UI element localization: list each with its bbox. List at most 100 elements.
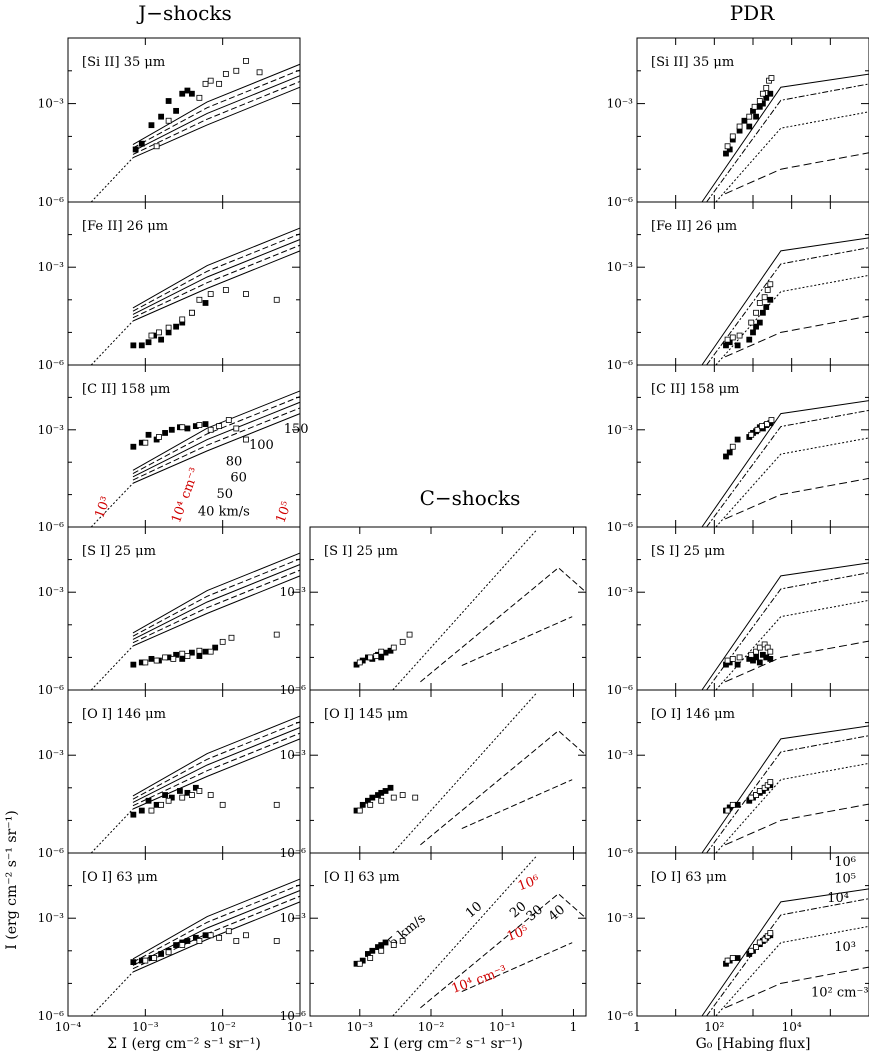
model-curve — [706, 83, 869, 203]
data-point — [736, 654, 743, 661]
series-open — [724, 281, 774, 343]
x-axis-label-middle: Σ I (erg cm⁻² s⁻¹ sr⁻¹) — [369, 1036, 523, 1052]
data-point — [225, 928, 232, 935]
data-point — [746, 113, 753, 120]
data-point — [756, 788, 763, 794]
data-point — [222, 287, 229, 293]
series-open — [142, 631, 280, 666]
model-grid — [701, 237, 869, 366]
data-point — [179, 424, 186, 431]
data-point — [188, 309, 195, 316]
panel-pdr-5: 10⁻⁶ 10⁻³ [O I] 146 μm — [607, 689, 869, 860]
model-curve — [132, 878, 301, 960]
model-curve — [132, 569, 301, 644]
data-point — [756, 319, 763, 326]
data-point — [130, 443, 137, 450]
y-tick-label: 10⁻⁶ — [280, 1009, 307, 1023]
panel-title: [S I] 25 μm — [82, 544, 156, 559]
series-open — [142, 417, 249, 446]
data-point — [222, 71, 229, 77]
data-point — [170, 655, 177, 662]
data-point — [390, 942, 397, 948]
data-point — [188, 90, 195, 97]
data-point — [196, 296, 203, 303]
data-point — [387, 784, 394, 791]
series-filled — [130, 932, 209, 966]
model-curve — [715, 274, 869, 366]
data-point — [763, 85, 770, 91]
panel-title: [Si II] 35 μm — [82, 55, 165, 70]
y-tick-label: 10⁻³ — [607, 585, 634, 599]
data-point — [756, 98, 763, 104]
model-curve — [132, 396, 301, 474]
model-curve — [715, 925, 869, 1017]
model-curve — [132, 244, 301, 319]
model-curve — [132, 738, 301, 810]
data-point — [184, 425, 191, 432]
data-point — [207, 792, 214, 798]
model-curve — [132, 239, 301, 315]
y-tick-label: 10⁻³ — [280, 585, 307, 599]
data-point — [207, 648, 214, 655]
model-curve — [132, 721, 301, 800]
data-point — [748, 947, 755, 954]
data-point — [162, 430, 168, 436]
y-tick-label: 10⁻⁶ — [280, 846, 307, 860]
panel-title: [C II] 158 μm — [651, 382, 739, 397]
model-curve — [132, 250, 301, 322]
model-curve — [132, 227, 301, 309]
data-point — [763, 94, 770, 101]
data-point — [158, 113, 165, 120]
series-open — [724, 930, 774, 964]
data-point — [729, 801, 736, 808]
data-point — [734, 661, 741, 668]
density-label: 10² cm⁻³ — [811, 985, 869, 1000]
model-curve — [90, 971, 134, 1017]
model-curve — [701, 725, 869, 854]
model-curve — [132, 552, 301, 634]
model-curve — [90, 808, 134, 854]
model-curve — [461, 779, 573, 830]
data-point — [367, 654, 374, 661]
data-point — [378, 648, 385, 655]
y-tick-label: 10⁻³ — [38, 911, 65, 925]
series-filled — [353, 939, 389, 967]
x-tick-label: 10⁻² — [209, 1020, 236, 1034]
data-point — [273, 296, 280, 303]
data-point — [724, 657, 731, 664]
panels-group: 10⁻⁶ 10⁻³ [Si II] 35 μm 10⁻⁶ 10⁻³ [Fe II] 26 … — [38, 37, 869, 1034]
model-grid — [392, 855, 587, 1017]
series-open — [724, 641, 774, 664]
model-curve — [132, 69, 301, 149]
panel-title: [O I] 146 μm — [651, 707, 735, 722]
data-point — [736, 332, 743, 339]
panel-title: [S I] 25 μm — [324, 544, 398, 559]
data-point — [207, 291, 214, 297]
series-filled — [132, 87, 195, 153]
model-grid — [90, 63, 301, 203]
data-point — [158, 801, 165, 808]
data-point — [724, 807, 731, 814]
model-curve — [724, 640, 869, 683]
series-open — [142, 928, 280, 964]
data-point — [764, 421, 770, 427]
data-point — [356, 659, 363, 666]
data-point — [734, 801, 741, 808]
model-curve — [132, 558, 301, 637]
data-point — [729, 955, 736, 961]
data-point — [723, 453, 729, 460]
model-curve — [715, 437, 869, 528]
data-point — [216, 934, 223, 941]
data-point — [179, 794, 186, 801]
data-point — [173, 942, 180, 948]
density-label: 10⁶ — [516, 873, 542, 895]
data-point — [165, 797, 172, 804]
data-point — [724, 143, 731, 150]
data-point — [753, 648, 759, 655]
model-grid — [701, 73, 869, 203]
data-point — [202, 648, 209, 655]
data-point — [158, 336, 165, 343]
data-point — [162, 792, 168, 798]
data-point — [724, 957, 731, 964]
column-title-jshocks: J−shocks — [136, 1, 232, 25]
